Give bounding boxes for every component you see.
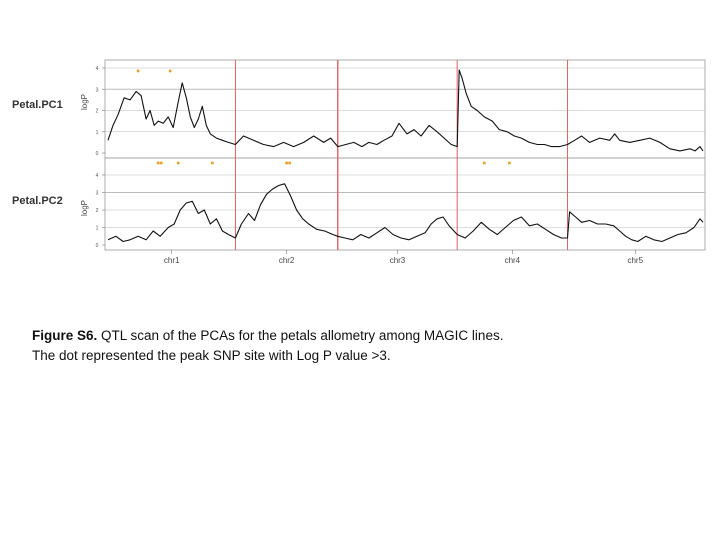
y-tick-label: 0 [96, 151, 99, 157]
peak-snp-dot [176, 161, 180, 165]
peak-snp-dot [288, 161, 291, 165]
caption-text-1: QTL scan of the PCAs for the petals allo… [101, 328, 504, 343]
chrom-boundaries-pc2 [234, 158, 569, 250]
y-ticks-pc1: 0 1 2 3 4 [96, 66, 105, 157]
y-ticks-pc2: 0 1 2 3 4 [96, 173, 105, 249]
series-pc1 [107, 69, 704, 152]
y-tick-label: 2 [96, 109, 99, 115]
panel-title-pc1: Petal.PC1 [12, 99, 63, 111]
chromosome-label: chr4 [505, 256, 521, 265]
chromosome-label: chr2 [279, 256, 295, 265]
peak-snp-dot [482, 161, 486, 165]
threshold-lines-pc1 [105, 67, 705, 132]
y-tick-label: 0 [96, 243, 99, 249]
chromosome-labels: chr1 chr2 chr3 chr4 chr5 [164, 250, 644, 265]
ylabel-pc2: logP [80, 200, 89, 216]
peak-snp-dot [159, 161, 163, 165]
peak-snp-dot [508, 161, 511, 165]
qtl-figure: Petal.PC1 logP 0 1 2 3 4 Petal.PC2 logP 0 1 2 3… [12, 59, 706, 265]
caption-line-1: Figure S6. QTL scan of the PCAs for the … [32, 326, 692, 346]
chromosome-label: chr3 [390, 256, 406, 265]
peak-snp-dot [211, 161, 214, 165]
y-tick-label: 3 [96, 191, 99, 197]
peak-snp-dot [156, 161, 160, 165]
chromosome-label: chr5 [627, 256, 643, 265]
peak-markers-pc2 [156, 161, 511, 165]
logp-series-line [107, 183, 704, 243]
caption-line-2: The dot represented the peak SNP site wi… [32, 348, 391, 363]
figure-caption: Figure S6. QTL scan of the PCAs for the … [32, 326, 692, 366]
y-tick-label: 1 [96, 130, 99, 136]
threshold-lines-pc2 [105, 174, 705, 228]
logp-series-line [107, 69, 704, 152]
peak-snp-dot [285, 161, 288, 165]
y-tick-label: 2 [96, 208, 99, 214]
peak-snp-dot [136, 69, 140, 73]
chromosome-label: chr1 [164, 256, 180, 265]
panel-title-pc2: Petal.PC2 [12, 195, 63, 207]
plot-frame [104, 59, 706, 251]
y-tick-label: 4 [96, 173, 99, 179]
caption-label: Figure S6. [32, 328, 98, 343]
ylabel-pc1: logP [80, 94, 89, 110]
y-tick-label: 4 [96, 66, 99, 72]
y-tick-label: 3 [96, 87, 99, 93]
peak-markers-pc1 [136, 69, 172, 73]
peak-snp-dot [168, 69, 172, 73]
y-tick-label: 1 [96, 226, 99, 232]
series-pc2 [107, 183, 704, 243]
